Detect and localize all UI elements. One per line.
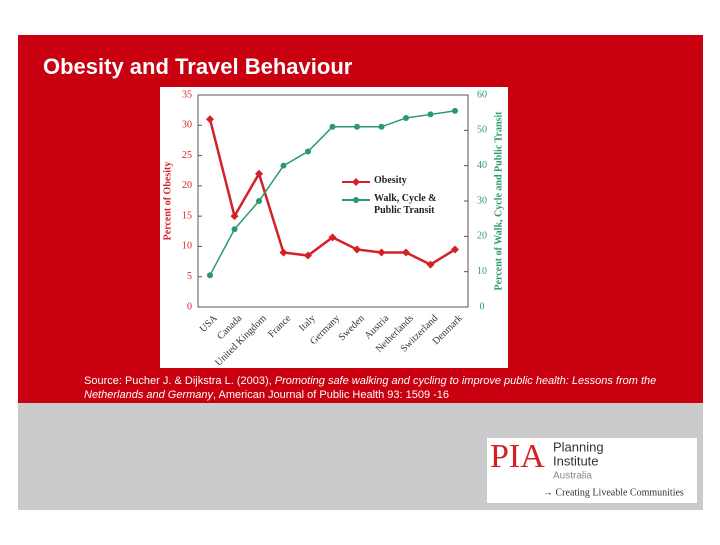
y2-tick-label: 60 — [477, 89, 487, 100]
point — [353, 245, 361, 254]
logo-line: Planning — [553, 439, 604, 454]
point — [280, 162, 287, 169]
point — [354, 123, 360, 130]
slide-title: Obesity and Travel Behaviour — [43, 54, 353, 79]
logo-line: Institute — [553, 453, 599, 468]
y-tick-label: 10 — [182, 241, 192, 252]
logo-tagline: → Creating Liveable Communities — [543, 487, 684, 498]
y-tick-label: 25 — [182, 150, 192, 161]
y2-tick-label: 50 — [477, 125, 487, 136]
point — [377, 248, 386, 257]
point — [378, 123, 385, 130]
point — [403, 114, 409, 121]
y-tick-label: 15 — [182, 210, 192, 221]
legend-label: Walk, Cycle & Public Transit — [374, 193, 437, 216]
y2-tick-label: 0 — [480, 301, 485, 312]
legend-label: Obesity — [374, 175, 407, 186]
point — [256, 198, 262, 204]
point — [304, 251, 312, 260]
point — [207, 272, 213, 279]
source-title: Promoting safe walking and cycling to im… — [84, 375, 657, 401]
logo-box — [487, 438, 697, 503]
logo-line: Australia — [553, 471, 592, 482]
point — [452, 107, 458, 114]
y-tick-label: 35 — [182, 89, 192, 100]
point — [206, 115, 214, 124]
point — [426, 260, 435, 269]
source-suffix: , American Journal of Public Health 93: … — [213, 389, 450, 401]
point — [451, 245, 459, 254]
point — [402, 248, 410, 257]
y-tick-label: 30 — [182, 120, 192, 131]
legend-entry: Obesity — [374, 175, 407, 186]
y2-tick-label: 30 — [477, 195, 487, 206]
legend-entry: Walk, Cycle & Public Transit — [374, 193, 437, 216]
point — [255, 169, 263, 178]
y2-tick-label: 40 — [477, 160, 487, 171]
y2-tick-label: 10 — [477, 266, 487, 277]
point — [279, 248, 288, 257]
point — [328, 233, 337, 242]
point — [427, 111, 434, 118]
source: Source: Pucher J. & Dijkstra L. (2003), … — [84, 374, 684, 402]
y-tick-label: 0 — [187, 301, 192, 312]
y-axis-label: Percent of Obesity — [162, 162, 173, 241]
y2-axis-label: Percent of Walk, Cycle and Public Transi… — [493, 111, 504, 291]
y-tick-label: 20 — [182, 180, 192, 191]
logo-mark: PIA — [490, 438, 545, 475]
y2-tick-label: 20 — [477, 231, 487, 242]
point — [230, 212, 239, 221]
source-box: Source: Pucher J. & Dijkstra L. (2003), … — [84, 374, 684, 402]
point — [329, 123, 336, 130]
chart-panel — [160, 87, 508, 368]
source-prefix: Source: Pucher J. & Dijkstra L. (2003), — [84, 375, 275, 387]
legend-marker — [353, 197, 359, 203]
legend-marker — [352, 178, 360, 186]
y-tick-label: 5 — [187, 271, 192, 282]
point — [231, 226, 238, 233]
point — [305, 148, 311, 155]
